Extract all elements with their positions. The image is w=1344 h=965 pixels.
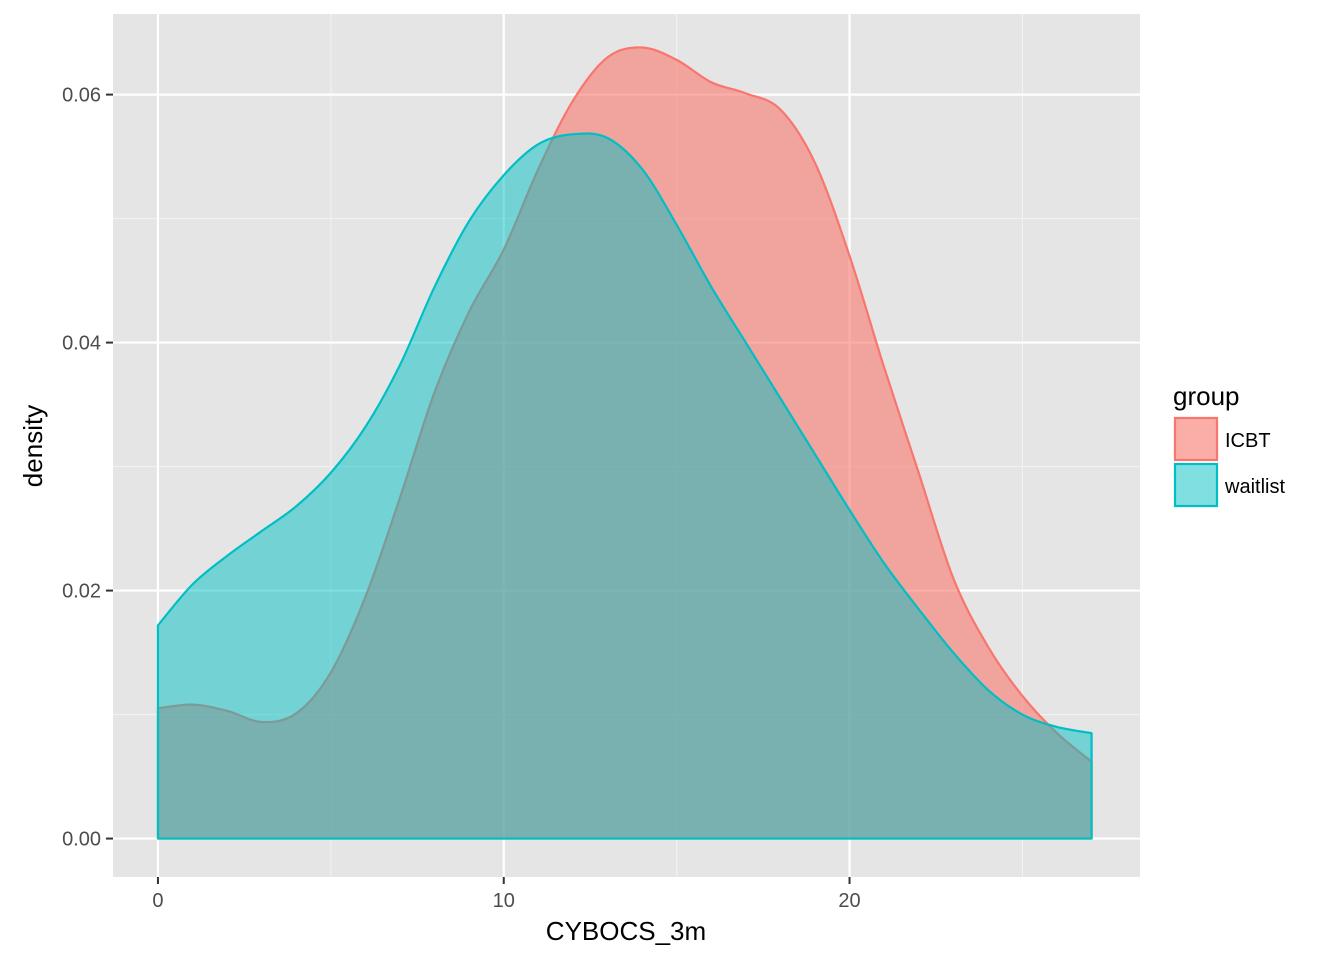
legend-key-waitlist — [1173, 462, 1219, 508]
x-tick-label: 0 — [152, 890, 163, 912]
y-tick-label: 0.00 — [62, 829, 101, 851]
y-tick-label: 0.04 — [62, 333, 101, 355]
x-tick-label: 20 — [838, 890, 860, 912]
axes: 0 10 20 0.00 0.02 0.04 0.06 — [62, 85, 861, 912]
legend: group ICBT waitlist — [1173, 381, 1285, 508]
density-area-waitlist — [156, 132, 1093, 840]
y-tick-label: 0.02 — [62, 581, 101, 603]
y-tick-label: 0.06 — [62, 85, 101, 107]
density-areas — [156, 46, 1093, 840]
legend-label-icbt: ICBT — [1225, 430, 1271, 452]
legend-label-waitlist: waitlist — [1224, 476, 1285, 498]
legend-key-icbt — [1173, 416, 1219, 462]
legend-title: group — [1173, 381, 1240, 411]
x-axis-title: CYBOCS_3m — [546, 916, 706, 946]
x-tick-label: 10 — [493, 890, 515, 912]
y-axis-title: density — [18, 405, 48, 487]
